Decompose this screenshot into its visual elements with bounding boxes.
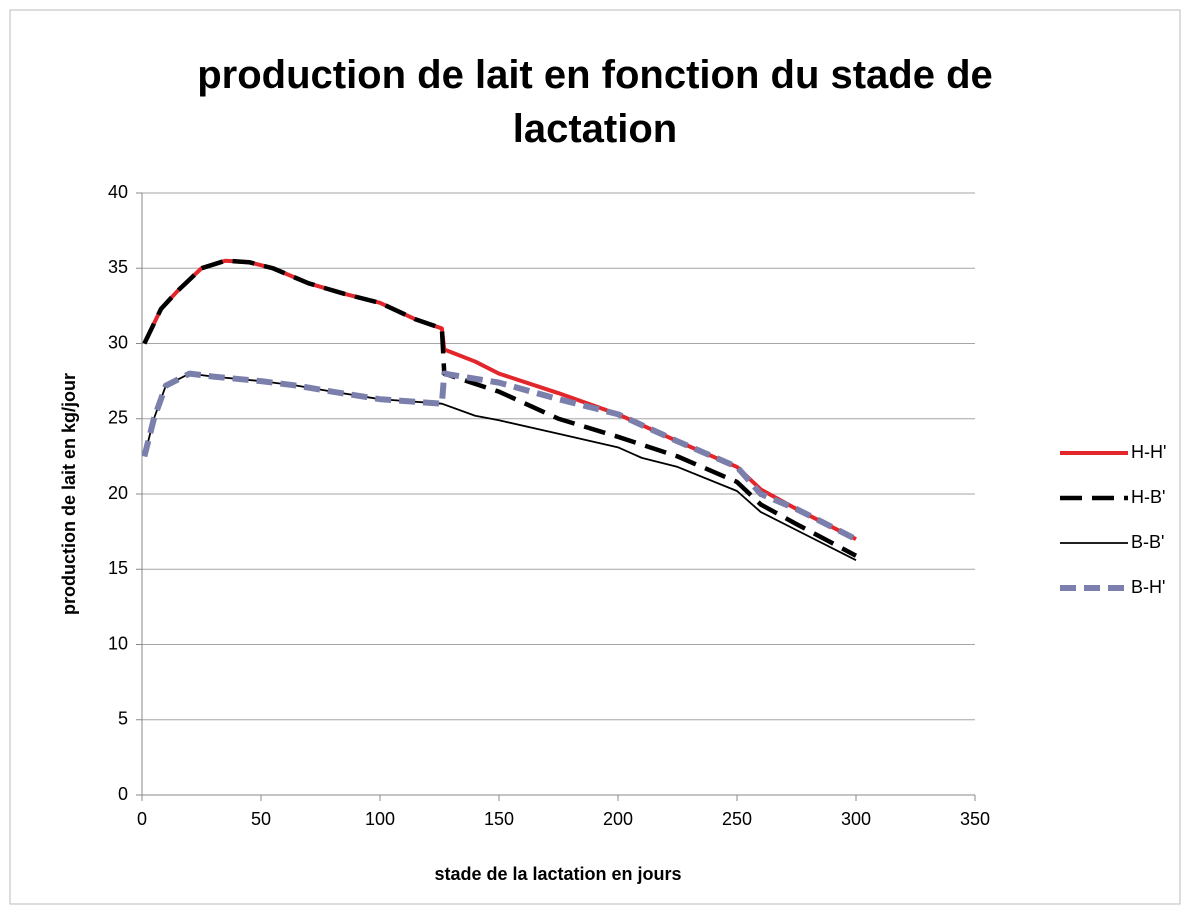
legend-label: B-H' xyxy=(1131,577,1165,597)
legend-label: H-B' xyxy=(1131,487,1165,507)
series-line xyxy=(143,372,857,562)
y-tick-label: 35 xyxy=(108,257,128,277)
x-axis-label: stade de la lactation en jours xyxy=(434,864,681,884)
x-tick-label: 100 xyxy=(365,809,395,829)
x-tick-label: 250 xyxy=(722,809,752,829)
y-tick-label: 5 xyxy=(118,709,128,729)
legend-label: H-H' xyxy=(1131,442,1166,462)
series-line xyxy=(141,370,858,542)
x-tick-label: 300 xyxy=(841,809,871,829)
series-line xyxy=(142,258,857,541)
x-tick-label: 350 xyxy=(960,809,990,829)
y-axis-label: production de lait en kg/jour xyxy=(59,373,79,615)
y-tick-label: 0 xyxy=(118,784,128,804)
y-tick-label: 20 xyxy=(108,483,128,503)
chart-title: production de lait en fonction du stade … xyxy=(197,53,993,151)
y-tick-label: 10 xyxy=(108,633,128,653)
y-tick-label: 40 xyxy=(108,182,128,202)
y-tick-label: 15 xyxy=(108,558,128,578)
series-line xyxy=(142,258,858,558)
x-tick-label: 50 xyxy=(251,809,271,829)
x-tick-label: 0 xyxy=(137,809,147,829)
x-tick-label: 150 xyxy=(484,809,514,829)
y-tick-label: 30 xyxy=(108,332,128,352)
chart-border xyxy=(9,9,1181,905)
x-tick-label: 200 xyxy=(603,809,633,829)
y-tick-label: 25 xyxy=(108,408,128,428)
legend-label: B-B' xyxy=(1131,532,1164,552)
